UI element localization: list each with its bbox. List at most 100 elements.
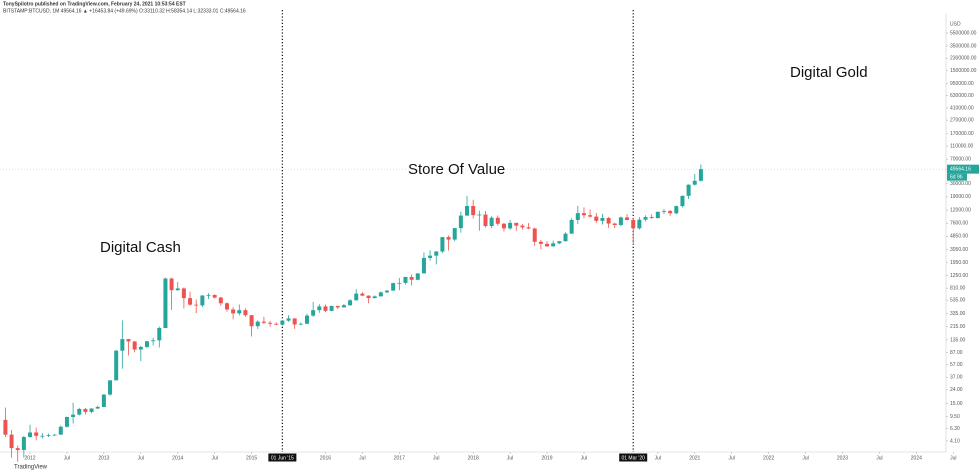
candle-body [286,318,291,321]
y-tick-label: 535.00 [950,297,966,303]
candle-body [501,223,506,229]
y-tick-label: 810.00 [950,285,966,291]
annotation: Digital Gold [790,64,868,81]
candle-body [114,350,119,381]
candle-body [261,321,266,323]
candle-body [360,293,365,296]
y-tick-label: 3500000.00 [950,43,977,49]
candle-body [372,296,377,299]
candle-body [575,213,580,220]
candle-body [157,327,162,341]
candle-body [329,305,334,311]
candle-body [181,288,186,299]
candle-body [194,304,199,306]
candle-body [212,294,217,298]
candle-body [243,310,248,316]
candle-body [3,419,8,435]
y-tick-label: 1500000.00 [950,68,977,74]
candle-body [612,223,617,225]
x-tick-label: 2024 [911,455,922,461]
candle-body [649,217,654,219]
candle-body [71,414,76,417]
candle-body [224,303,229,310]
y-tick-label: 135.00 [950,337,966,343]
candle-body [625,217,630,221]
x-tick-label: Jul [433,455,439,461]
x-tick-label: 2012 [24,455,35,461]
y-tick-label: 1950.00 [950,260,968,266]
y-tick-label: 950000.00 [950,81,974,87]
candle-body [403,276,408,283]
annotation: Digital Cash [100,239,181,256]
y-tick-label: 4850.00 [950,234,968,240]
candle-body [409,276,414,280]
x-tick-label: Jul [728,455,734,461]
candle-body [206,294,211,296]
x-tick-label: 2023 [837,455,848,461]
candle-body [600,218,605,221]
candle-body [477,214,482,216]
x-tick-label: Jul [64,455,70,461]
candle-body [255,321,260,327]
candle-body [489,217,494,227]
x-tick-label: 2017 [394,455,405,461]
last-price-label: 49564.16 [950,166,971,172]
candle-body [545,243,550,247]
candle-body [415,273,420,280]
candle-body [378,292,383,297]
y-tick-label: 9.50 [950,414,960,420]
candle-body [280,320,285,325]
candle-body [692,180,697,185]
candle-body [440,237,445,252]
candle-body [557,241,562,244]
candle-body [446,237,451,240]
candle-body [421,257,426,274]
last-price-bg [947,164,979,174]
x-tick-label: Jul [655,455,661,461]
x-tick-label: 2013 [98,455,109,461]
y-tick-label: 19000.00 [950,194,971,200]
x-tick-label: Jul [876,455,882,461]
candle-body [551,243,556,247]
chart-title: TonySpilotro published on TradingView.co… [3,1,186,7]
countdown-bg [947,173,967,181]
candle-body [175,288,180,291]
candle-body [674,206,679,214]
candle-body [64,416,69,427]
candle-body [643,217,648,220]
marker-label: 01 Mar '20 [621,455,645,461]
candle-body [385,290,390,293]
marker-label-bg [268,453,297,462]
candle-body [89,408,94,412]
x-tick-label: 2021 [689,455,700,461]
candle-body [218,297,223,304]
candle-body [465,205,470,216]
candle-body [9,434,14,449]
y-tick-label: 15.00 [950,401,963,407]
candle-body [101,394,106,407]
candle-body [563,233,568,242]
y-tick-label: 57.00 [950,362,963,368]
candle-body [698,169,703,181]
x-tick-label: 2015 [246,455,257,461]
candle-body [508,222,513,229]
candle-body [83,408,88,412]
y-tick-label: 270000.00 [950,117,974,123]
y-tick-label: 335.00 [950,311,966,317]
candle-body [298,323,303,325]
y-tick-label: 2300000.00 [950,56,977,62]
x-tick-label: 2019 [541,455,552,461]
candle-body [588,215,593,217]
x-tick-label: 2016 [320,455,331,461]
y-tick-label: 110000.00 [950,143,973,149]
x-tick-label: Jul [950,455,956,461]
candle-body [366,295,371,299]
candle-body [397,282,402,284]
candle-body [144,341,149,347]
candle-body [428,255,433,258]
y-tick-label: 5500000.00 [950,30,977,36]
y-tick-label: 30000.00 [950,181,971,187]
candle-body [538,241,543,244]
